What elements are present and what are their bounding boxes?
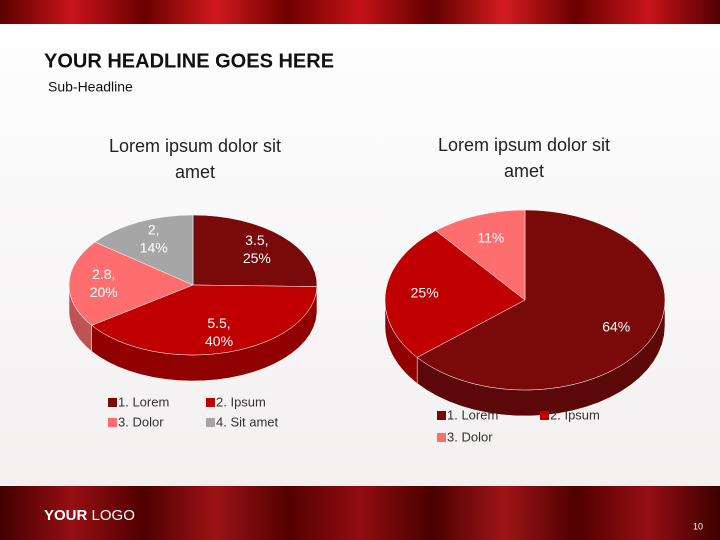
legend-label: 1. Lorem [118,394,169,409]
pie-slice [192,214,318,287]
chart-title-line: amet [175,162,215,182]
data-label: 25% [411,285,439,301]
legend-swatch [206,418,215,427]
top-curtain [0,0,720,24]
legend-swatch [437,411,446,420]
subheadline: Sub-Headline [48,79,133,95]
data-label-line: 2.8, [92,266,115,282]
logo-your: YOUR [44,507,88,524]
chart-title-line: amet [504,161,544,181]
legend-swatch [108,398,117,407]
bottom-shade [0,486,720,540]
legend-swatch [437,433,446,442]
logo-logo: LOGO [92,507,135,524]
legend-swatch [108,418,117,427]
legend-label: 3. Dolor [118,414,164,429]
chart-title: Lorem ipsum dolor sit amet [109,136,281,182]
data-label: 3.5, 25% [243,231,271,265]
pie-slice [416,209,666,391]
pie-slice [435,209,526,301]
legend-label: 2. Ipsum [216,394,266,409]
pie-slice [384,230,526,358]
data-label-line: 3.5, [245,231,268,247]
page-number: 10 [693,521,703,531]
data-label-line: 14% [140,239,168,255]
legend-swatch [206,398,215,407]
chart-title-line: Lorem ipsum dolor sit [438,135,610,155]
legend-swatch [540,411,549,420]
legend-label: 2. Ipsum [550,407,600,422]
data-label-line: 20% [90,284,118,300]
data-label: 11% [477,230,504,246]
legend-label: 3. Dolor [447,429,493,444]
chart-title: Lorem ipsum dolor sit amet [438,135,610,181]
data-label-line: 5.5, [207,315,230,331]
pie-slice [94,214,194,286]
data-label: 2.8, 20% [90,266,118,300]
data-label: 5.5, 40% [205,315,233,349]
headline: YOUR HEADLINE GOES HERE [44,50,334,72]
chart-title-line: Lorem ipsum dolor sit [109,136,281,156]
logo: YOUR LOGO [44,507,135,524]
data-label: 64% [602,318,630,334]
data-label-line: 25% [243,249,271,265]
pie-slice [91,284,318,356]
data-label-line: 2, [148,221,160,237]
legend-label: 1. Lorem [447,407,498,422]
pie-slice [68,241,194,326]
legend-label: 4. Sit amet [216,414,279,429]
data-label: 2, 14% [140,221,168,255]
bottom-curtain [0,486,720,540]
data-label-line: 40% [205,333,233,349]
